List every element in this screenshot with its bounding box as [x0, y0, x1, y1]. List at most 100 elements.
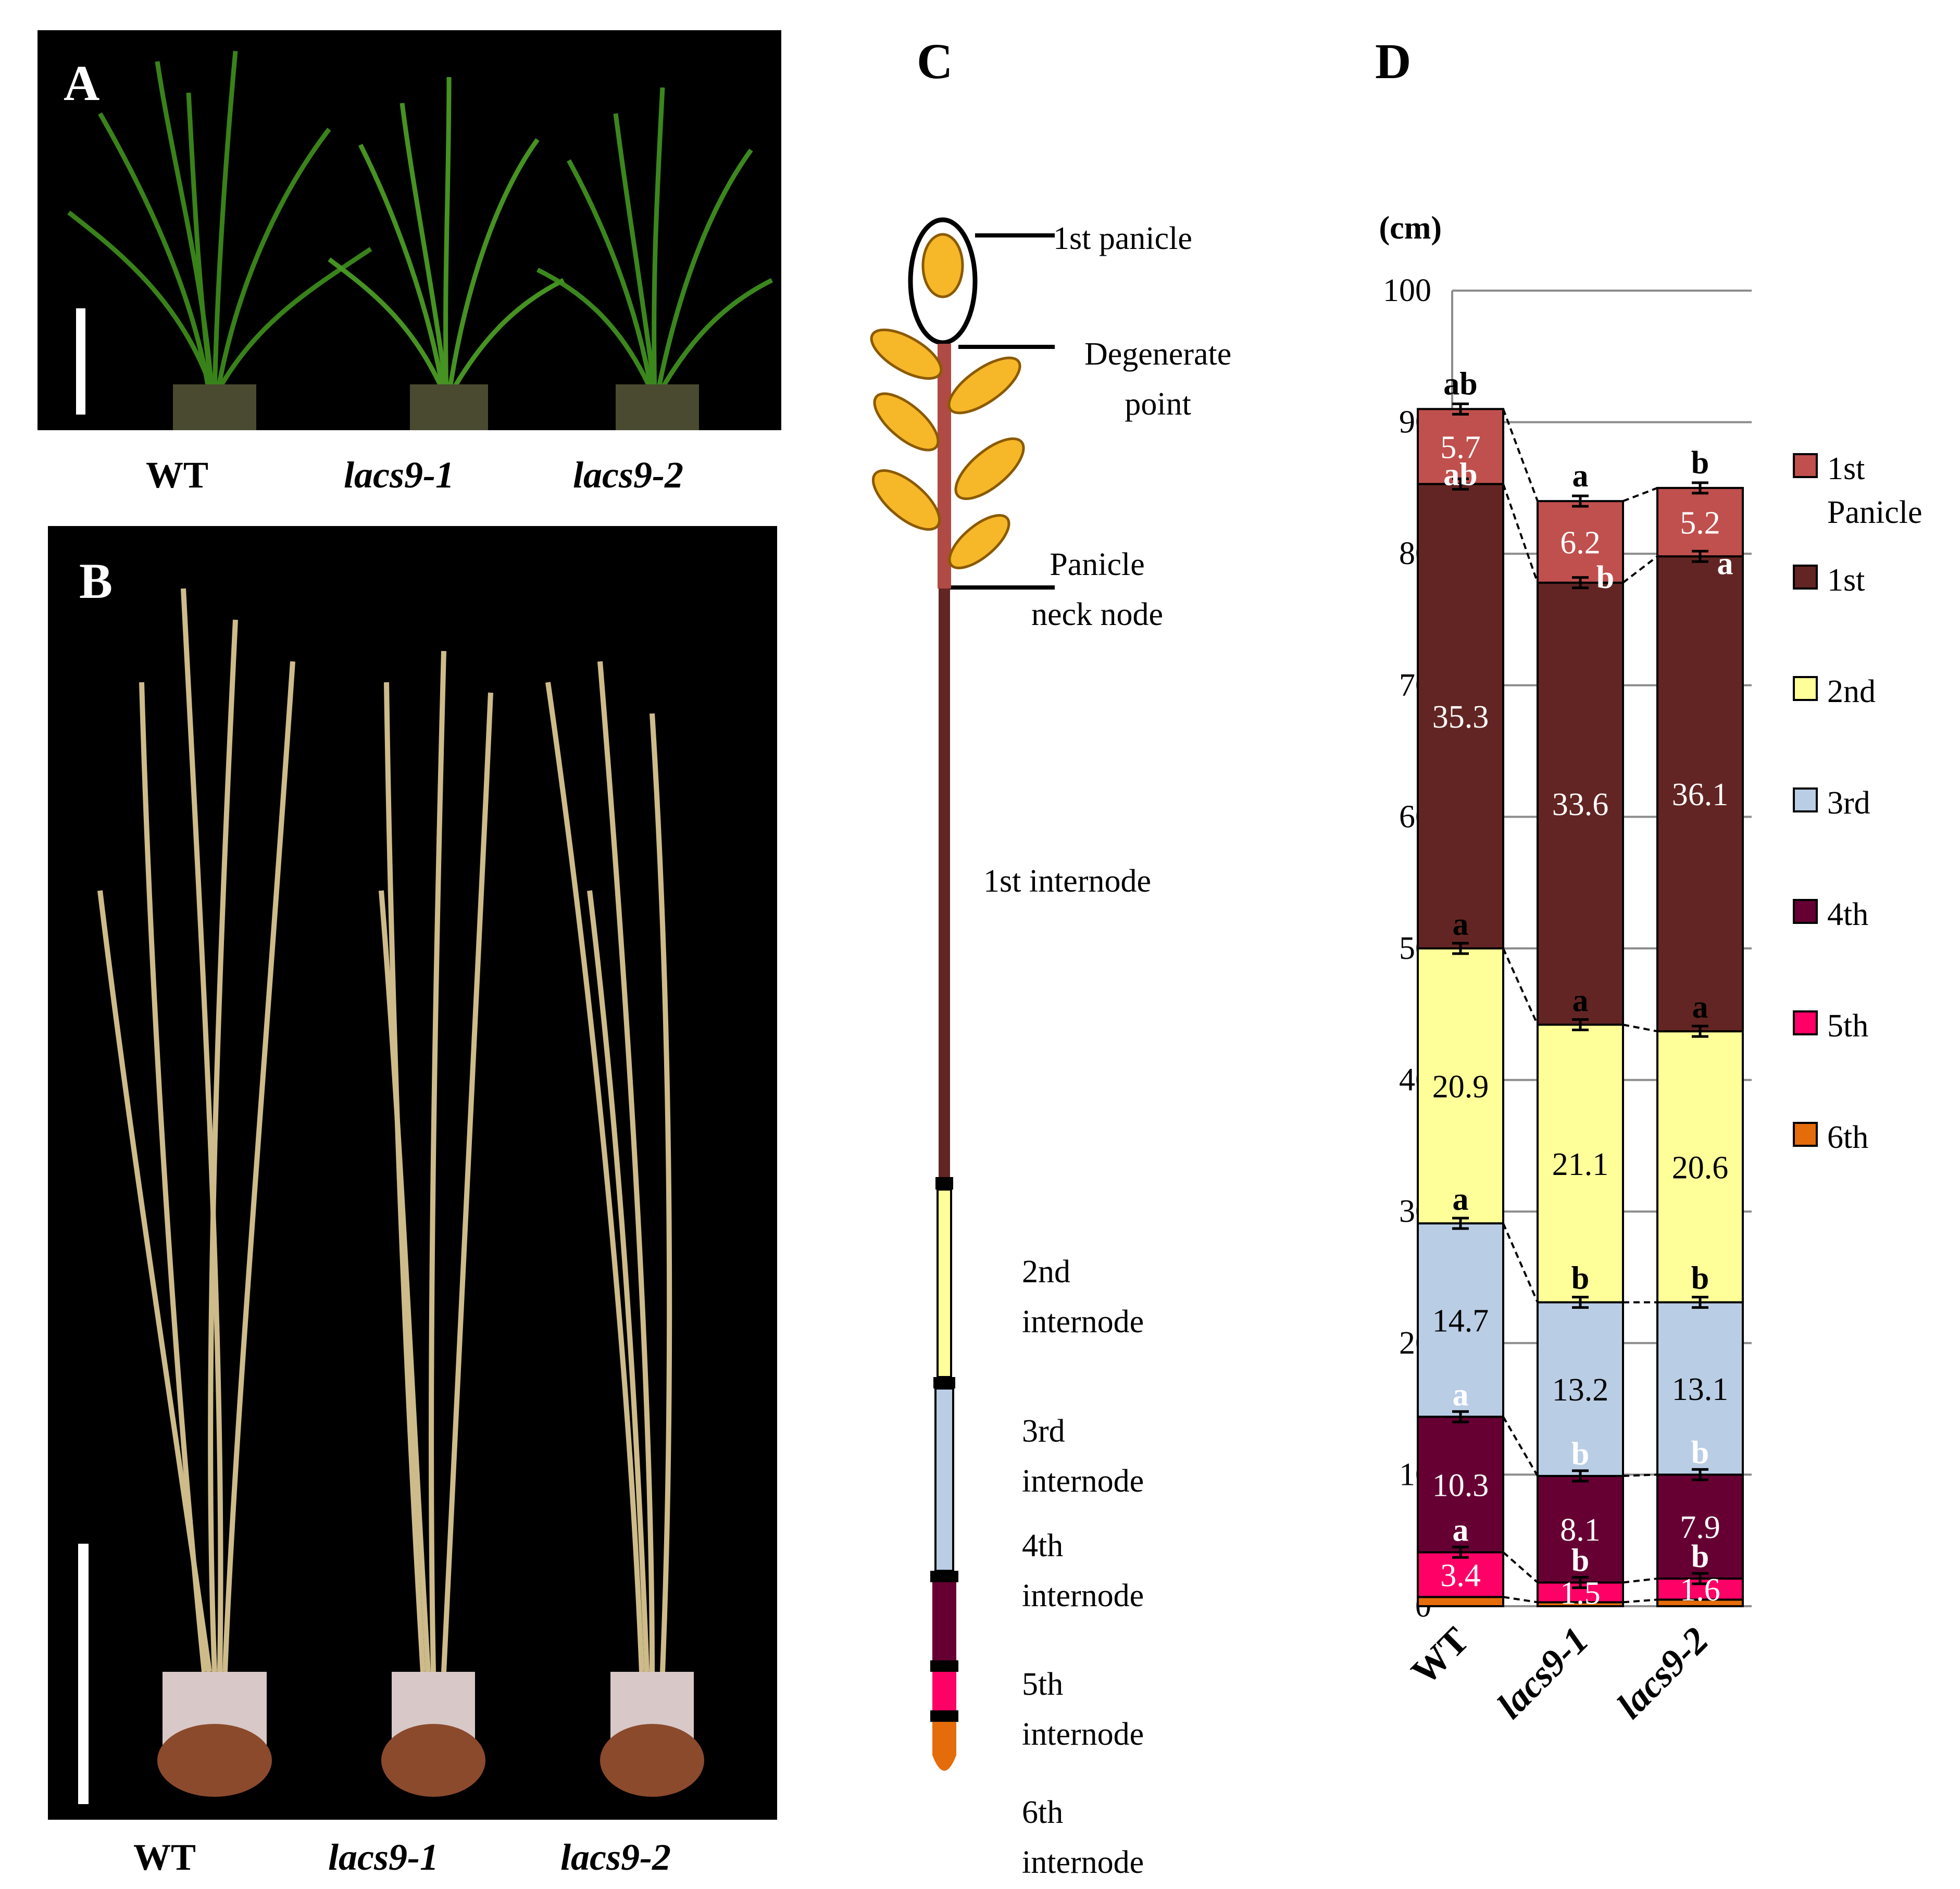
bar-third-lacs9-1	[1537, 1301, 1624, 1477]
significance-letter: a	[1692, 990, 1708, 1025]
bundle-lacs9-1	[379, 650, 493, 1672]
x-category-label: WT	[1403, 1619, 1477, 1693]
value-label: 1.6	[1680, 1572, 1720, 1608]
rice-plants-photo	[67, 51, 773, 430]
significance-letter: ab	[1443, 457, 1477, 492]
connector-panicle	[1622, 487, 1658, 503]
x-category-label: lacs9-1	[1489, 1619, 1596, 1727]
internode-5	[932, 1672, 956, 1710]
stem-diagram	[870, 217, 1055, 1771]
bundle-lacs9-2	[545, 661, 672, 1672]
plant-lacs9-2	[536, 87, 773, 396]
label-internode-1: 1st internode	[983, 864, 1151, 899]
caption-b-wt: WT	[133, 1836, 196, 1878]
legend-swatch-third	[1793, 787, 1818, 812]
connector-fourth	[1622, 1473, 1658, 1477]
value-label: 7.9	[1680, 1510, 1720, 1545]
bar-panicle-lacs9-1	[1537, 500, 1624, 584]
connector-fourth	[1502, 1416, 1539, 1477]
stacked-bar-chart: (cm)01020304050607080901003.41.51.610.38…	[1379, 210, 1922, 1727]
panicle-rachis	[938, 344, 951, 589]
harvested-plants-photo	[97, 588, 704, 1797]
label-internode-5: 5th internode	[1022, 1667, 1144, 1752]
value-label: 13.2	[1552, 1372, 1609, 1408]
caption-a-lacs9-2: lacs9-2	[573, 454, 683, 496]
spikelets	[870, 233, 1025, 570]
value-label: 5.2	[1680, 506, 1720, 541]
scale-bar-a	[76, 308, 85, 415]
value-label: 1.5	[1560, 1575, 1601, 1611]
connector-first	[1622, 555, 1658, 584]
value-label: 33.6	[1552, 787, 1609, 822]
connector-fifth	[1502, 1551, 1539, 1584]
internode-4	[932, 1582, 956, 1660]
significance-letter: b	[1571, 1436, 1589, 1472]
significance-letter: b	[1571, 1543, 1589, 1579]
bar-panicle-lacs9-2	[1656, 486, 1744, 558]
bar-fourth-lacs9-1	[1537, 1474, 1624, 1584]
significance-letter: ab	[1443, 366, 1477, 402]
legend-label-sixth: 6th	[1827, 1120, 1868, 1155]
internode-1	[939, 589, 950, 1177]
bar-first-WT	[1417, 483, 1504, 949]
scale-bar-b	[78, 1544, 89, 1804]
significance-letter: a	[1453, 1512, 1469, 1548]
value-label: 5.7	[1440, 430, 1481, 465]
label-internode-4: 4th internode	[1022, 1528, 1144, 1613]
connector-third	[1502, 1223, 1539, 1303]
roots-wt	[157, 1724, 272, 1797]
label-panicle-neck-node: Panicle neck node	[1031, 547, 1164, 632]
caption-a-wt: WT	[146, 454, 209, 496]
value-label: 21.1	[1552, 1147, 1609, 1182]
connector-first	[1502, 483, 1539, 583]
caption-b-lacs9-2: lacs9-2	[560, 1836, 671, 1878]
panel-letter-b: B	[79, 553, 113, 609]
legend-swatch-first	[1793, 565, 1818, 590]
connector-fifth	[1622, 1577, 1658, 1584]
plant-wt	[67, 51, 372, 396]
connector-panicle	[1502, 408, 1539, 502]
legend-label-second: 2nd	[1827, 674, 1876, 709]
legend-label-third: 3rd	[1827, 785, 1870, 821]
value-label: 36.1	[1672, 777, 1729, 812]
plant-lacs9-1	[328, 77, 565, 396]
value-label: 20.9	[1432, 1069, 1489, 1105]
roots-lacs9-2	[600, 1724, 704, 1797]
caption-b-lacs9-1: lacs9-1	[328, 1836, 439, 1878]
value-label: 13.1	[1672, 1372, 1729, 1407]
bar-third-WT	[1417, 1222, 1504, 1418]
significance-letter: a	[1453, 1377, 1469, 1412]
significance-letter: a	[1717, 546, 1733, 581]
significance-letter: a	[1453, 907, 1469, 942]
value-label: 3.4	[1440, 1558, 1481, 1593]
label-internode-2: 2nd internode	[1022, 1254, 1144, 1340]
y-unit-label: (cm)	[1379, 210, 1442, 246]
panel-letter-d: D	[1375, 33, 1412, 89]
bar-first-lacs9-1	[1537, 581, 1624, 1026]
internode-3	[934, 1387, 954, 1572]
label-first-panicle: 1st panicle	[1053, 221, 1192, 256]
significance-letter: b	[1691, 1539, 1709, 1574]
legend-swatch-fourth	[1793, 899, 1818, 924]
connector-sixth	[1503, 1596, 1538, 1604]
bar-sixth-WT	[1417, 1596, 1504, 1608]
pot-lacs9-1	[410, 384, 488, 430]
bar-panicle-WT	[1417, 408, 1504, 485]
value-label: 8.1	[1560, 1512, 1601, 1548]
panel-a-photo: A	[38, 30, 781, 430]
x-category-label: lacs9-2	[1609, 1619, 1716, 1727]
connector-second	[1622, 1023, 1658, 1033]
value-label: 20.6	[1672, 1150, 1729, 1185]
bar-fifth-WT	[1417, 1551, 1504, 1598]
connector-sixth	[1622, 1598, 1658, 1604]
bundle-wt	[97, 588, 295, 1672]
label-internode-3: 3rd internode	[1022, 1413, 1144, 1499]
legend-label-first: 1st	[1827, 562, 1865, 598]
connector-second	[1502, 948, 1539, 1025]
label-internode-6: 6th internode	[1022, 1795, 1144, 1880]
value-label: 10.3	[1432, 1468, 1489, 1503]
value-label: 14.7	[1432, 1304, 1489, 1339]
panel-b-photo: B	[48, 526, 777, 1820]
internode-2	[937, 1189, 952, 1378]
significance-letter: b	[1691, 1260, 1709, 1296]
